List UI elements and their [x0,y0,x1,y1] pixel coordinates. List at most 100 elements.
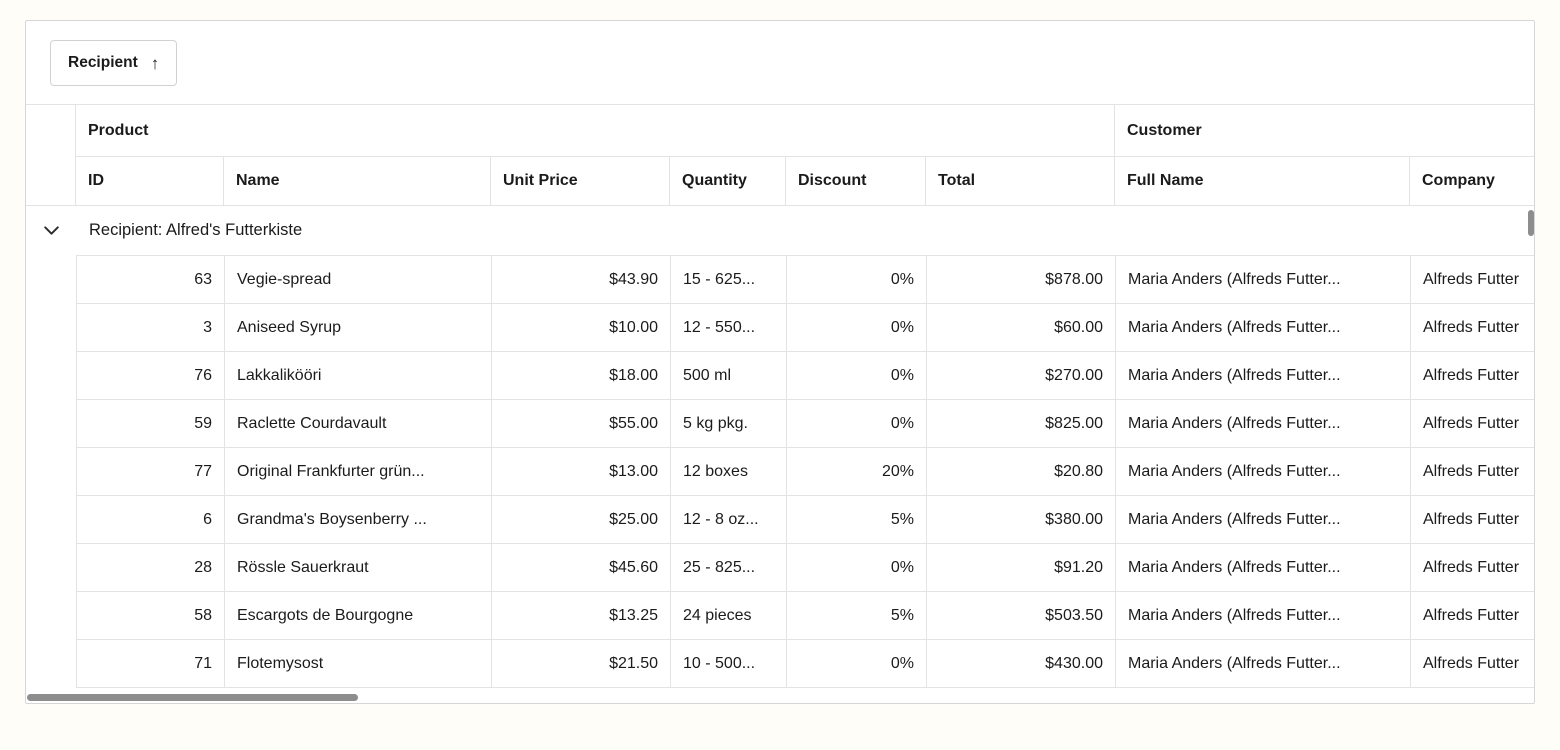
cell-quantity[interactable]: 12 - 550... [671,304,787,351]
cell-discount[interactable]: 0% [787,256,927,303]
table-row[interactable]: 58 Escargots de Bourgogne $13.25 24 pieces 5… [77,592,1534,640]
cell-discount[interactable]: 0% [787,640,927,687]
cell-name[interactable]: Aniseed Syrup [225,304,492,351]
cell-company[interactable]: Alfreds Futter [1411,400,1534,447]
cell-quantity[interactable]: 12 - 8 oz... [671,496,787,543]
cell-unit-price[interactable]: $13.00 [492,448,671,495]
cell-discount[interactable]: 0% [787,304,927,351]
cell-quantity[interactable]: 12 boxes [671,448,787,495]
cell-discount[interactable]: 5% [787,592,927,639]
cell-company[interactable]: Alfreds Futter [1411,592,1534,639]
table-row[interactable]: 28 Rössle Sauerkraut $45.60 25 - 825... 0% $9… [77,544,1534,592]
cell-unit-price[interactable]: $55.00 [492,400,671,447]
cell-name[interactable]: Raclette Courdavault [225,400,492,447]
cell-name[interactable]: Escargots de Bourgogne [225,592,492,639]
cell-company[interactable]: Alfreds Futter [1411,304,1534,351]
sort-ascending-icon[interactable]: ↑ [150,53,160,73]
column-header-name[interactable]: Name [224,157,491,205]
cell-name[interactable]: Flotemysost [225,640,492,687]
cell-quantity[interactable]: 25 - 825... [671,544,787,591]
cell-name[interactable]: Lakkalikööri [225,352,492,399]
header-main: Product Customer ID Name Unit Price Quantit… [76,105,1534,205]
cell-company[interactable]: Alfreds Futter [1411,352,1534,399]
cell-company[interactable]: Alfreds Futter [1411,496,1534,543]
cell-full-name[interactable]: Maria Anders (Alfreds Futter... [1116,640,1411,687]
cell-id[interactable]: 59 [77,400,225,447]
cell-full-name[interactable]: Maria Anders (Alfreds Futter... [1116,304,1411,351]
cell-id[interactable]: 58 [77,592,225,639]
cell-name[interactable]: Original Frankfurter grün... [225,448,492,495]
grid-body: Recipient: Alfred's Futterkiste 63 Vegie-… [26,206,1534,703]
cell-unit-price[interactable]: $21.50 [492,640,671,687]
cell-id[interactable]: 77 [77,448,225,495]
group-chip-recipient[interactable]: Recipient ↑ [50,40,178,86]
cell-full-name[interactable]: Maria Anders (Alfreds Futter... [1116,496,1411,543]
cell-quantity[interactable]: 5 kg pkg. [671,400,787,447]
cell-id[interactable]: 3 [77,304,225,351]
table-row[interactable]: 3 Aniseed Syrup $10.00 12 - 550... 0% $60.00 M… [77,304,1534,352]
cell-total[interactable]: $270.00 [927,352,1116,399]
rows-container: 63 Vegie-spread $43.90 15 - 625... 0% $878.00… [76,255,1534,688]
cell-discount[interactable]: 20% [787,448,927,495]
cell-total[interactable]: $380.00 [927,496,1116,543]
table-row[interactable]: 59 Raclette Courdavault $55.00 5 kg pkg. 0% $… [77,400,1534,448]
cell-total[interactable]: $878.00 [927,256,1116,303]
cell-quantity[interactable]: 500 ml [671,352,787,399]
cell-id[interactable]: 63 [77,256,225,303]
column-header-discount[interactable]: Discount [786,157,926,205]
column-header-id[interactable]: ID [76,157,224,205]
vertical-scrollbar-thumb[interactable] [1528,210,1534,236]
collapse-group-button[interactable] [26,221,76,240]
cell-company[interactable]: Alfreds Futter [1411,640,1534,687]
cell-full-name[interactable]: Maria Anders (Alfreds Futter... [1116,400,1411,447]
cell-unit-price[interactable]: $25.00 [492,496,671,543]
cell-total[interactable]: $60.00 [927,304,1116,351]
table-row[interactable]: 63 Vegie-spread $43.90 15 - 625... 0% $878.00… [77,256,1534,304]
horizontal-scrollbar-thumb[interactable] [27,694,358,701]
cell-company[interactable]: Alfreds Futter [1411,544,1534,591]
cell-discount[interactable]: 0% [787,544,927,591]
cell-unit-price[interactable]: $13.25 [492,592,671,639]
cell-name[interactable]: Grandma's Boysenberry ... [225,496,492,543]
cell-unit-price[interactable]: $43.90 [492,256,671,303]
cell-total[interactable]: $430.00 [927,640,1116,687]
table-row[interactable]: 77 Original Frankfurter grün... $13.00 12 b… [77,448,1534,496]
cell-name[interactable]: Vegie-spread [225,256,492,303]
cell-quantity[interactable]: 10 - 500... [671,640,787,687]
cell-unit-price[interactable]: $45.60 [492,544,671,591]
cell-id[interactable]: 28 [77,544,225,591]
header-gutter-cell [26,105,76,205]
table-row[interactable]: 71 Flotemysost $21.50 10 - 500... 0% $430.00 M… [77,640,1534,688]
cell-company[interactable]: Alfreds Futter [1411,256,1534,303]
cell-full-name[interactable]: Maria Anders (Alfreds Futter... [1116,256,1411,303]
cell-unit-price[interactable]: $10.00 [492,304,671,351]
cell-quantity[interactable]: 15 - 625... [671,256,787,303]
column-header-total[interactable]: Total [926,157,1115,205]
cell-discount[interactable]: 0% [787,400,927,447]
cell-quantity[interactable]: 24 pieces [671,592,787,639]
cell-discount[interactable]: 5% [787,496,927,543]
cell-id[interactable]: 76 [77,352,225,399]
cell-total[interactable]: $503.50 [927,592,1116,639]
cell-total[interactable]: $20.80 [927,448,1116,495]
cell-id[interactable]: 6 [77,496,225,543]
cell-full-name[interactable]: Maria Anders (Alfreds Futter... [1116,544,1411,591]
cell-name[interactable]: Rössle Sauerkraut [225,544,492,591]
table-row[interactable]: 6 Grandma's Boysenberry ... $25.00 12 - 8 o… [77,496,1534,544]
cell-id[interactable]: 71 [77,640,225,687]
column-header-unit-price[interactable]: Unit Price [491,157,670,205]
cell-unit-price[interactable]: $18.00 [492,352,671,399]
column-header-quantity[interactable]: Quantity [670,157,786,205]
column-header-full-name[interactable]: Full Name [1115,157,1410,205]
column-header-company[interactable]: Company [1410,157,1534,205]
group-row: Recipient: Alfred's Futterkiste [26,206,1534,255]
cell-discount[interactable]: 0% [787,352,927,399]
cell-total[interactable]: $91.20 [927,544,1116,591]
cell-company[interactable]: Alfreds Futter [1411,448,1534,495]
cell-full-name[interactable]: Maria Anders (Alfreds Futter... [1116,448,1411,495]
group-row-label: Recipient: Alfred's Futterkiste [89,221,303,239]
cell-full-name[interactable]: Maria Anders (Alfreds Futter... [1116,352,1411,399]
table-row[interactable]: 76 Lakkalikööri $18.00 500 ml 0% $270.00 Maria… [77,352,1534,400]
cell-full-name[interactable]: Maria Anders (Alfreds Futter... [1116,592,1411,639]
cell-total[interactable]: $825.00 [927,400,1116,447]
